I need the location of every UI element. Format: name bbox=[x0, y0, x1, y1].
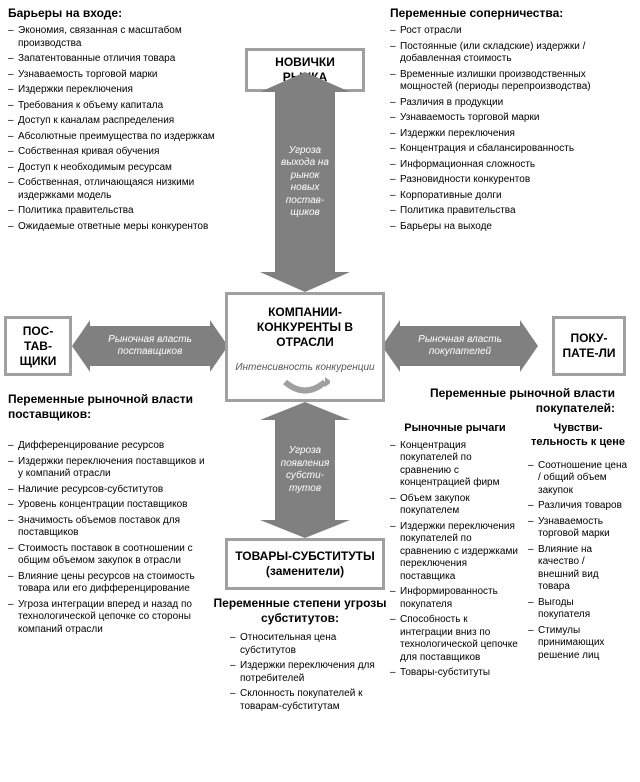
list-item: Объем закупок покупателем bbox=[390, 493, 520, 518]
rivalry-section: Переменные соперничества: Рост отрасли П… bbox=[390, 6, 635, 236]
list-item: Собственная, отличающаяся низкими издерж… bbox=[8, 177, 218, 202]
center-box-title: КОМПАНИИ-КОНКУРЕНТЫ В ОТРАСЛИ bbox=[232, 305, 378, 350]
list-item: Относительная цена субститутов bbox=[230, 632, 390, 657]
list-item: Узнаваемость торговой марки bbox=[528, 516, 628, 541]
substitutes-list: Относительная цена субститутов Издержки … bbox=[230, 632, 390, 713]
supplier-power-section: Переменные рыночной власти поставщиков: … bbox=[8, 392, 208, 639]
list-item: Требования к объему капитала bbox=[8, 100, 218, 113]
list-item: Ожидаемые ответные меры конкурентов bbox=[8, 221, 218, 234]
supplier-power-list: Дифференцирование ресурсов Издержки пере… bbox=[8, 440, 208, 636]
list-item: Временные излишки производственных мощно… bbox=[390, 69, 635, 94]
arrow-top-label: Угроза выхода на рынок новых постав-щико… bbox=[279, 145, 331, 220]
list-item: Узнаваемость торговой марки bbox=[390, 112, 635, 125]
supplier-power-title: Переменные рыночной власти поставщиков: bbox=[8, 392, 208, 422]
list-item: Доступ к необходимым ресурсам bbox=[8, 162, 218, 175]
list-item: Абсолютные преимущества по издержкам bbox=[8, 131, 218, 144]
list-item: Дифференцирование ресурсов bbox=[8, 440, 208, 453]
list-item: Издержки переключения поставщиков и у ко… bbox=[8, 456, 208, 481]
list-item: Политика правительства bbox=[8, 205, 218, 218]
buyer-power-section: Переменные рыночной власти покупателей: … bbox=[390, 386, 635, 683]
list-item: Барьеры на выходе bbox=[390, 221, 635, 234]
list-item: Узнаваемость торговой марки bbox=[8, 69, 218, 82]
list-item: Рост отрасли bbox=[390, 25, 635, 38]
arrow-right: Рыночная власть покупателей bbox=[400, 326, 520, 366]
list-item: Политика правительства bbox=[390, 205, 635, 218]
list-item: Экономия, связанная с масштабом производ… bbox=[8, 25, 218, 50]
list-item: Различия товаров bbox=[528, 500, 628, 513]
arrowhead-icon bbox=[72, 320, 90, 372]
list-item: Концентрация покупателей по сравнению с … bbox=[390, 440, 520, 490]
arrowhead-icon bbox=[260, 520, 350, 538]
arrowhead-icon bbox=[260, 272, 350, 292]
list-item: Влияние на качество / внешний вид товара bbox=[528, 544, 628, 594]
list-item: Издержки переключения bbox=[390, 128, 635, 141]
substitutes-title: Переменные степени угрозы субститутов: bbox=[210, 596, 390, 626]
arrowhead-icon bbox=[260, 72, 350, 92]
list-item: Товары-субституты bbox=[390, 667, 520, 680]
substitutes-section: Переменные степени угрозы субститутов: О… bbox=[210, 596, 390, 716]
right-box-buyers: ПОКУ-ПАТЕ-ЛИ bbox=[552, 316, 626, 376]
curve-arrow-icon bbox=[280, 377, 330, 397]
list-item: Наличие ресурсов-субститутов bbox=[8, 484, 208, 497]
list-item: Корпоративные долги bbox=[390, 190, 635, 203]
barriers-list: Экономия, связанная с масштабом производ… bbox=[8, 25, 218, 233]
center-box-competitors: КОМПАНИИ-КОНКУРЕНТЫ В ОТРАСЛИ Интенсивно… bbox=[225, 292, 385, 402]
barriers-section: Барьеры на входе: Экономия, связанная с … bbox=[8, 6, 218, 236]
list-item: Издержки переключения bbox=[8, 84, 218, 97]
list-item: Способность к интеграции вниз по техноло… bbox=[390, 614, 520, 664]
list-item: Разновидности конкурентов bbox=[390, 174, 635, 187]
arrow-bottom-down: Угроза появления субсти-тутов bbox=[275, 420, 335, 520]
list-item: Различия в продукции bbox=[390, 97, 635, 110]
list-item: Соотношение цена / общий объем закупок bbox=[528, 460, 628, 498]
arrow-top-down: Угроза выхода на рынок новых постав-щико… bbox=[275, 92, 335, 272]
center-box-sub: Интенсивность конкуренции bbox=[232, 362, 378, 375]
left-box-suppliers: ПОС-ТАВ-ЩИКИ bbox=[4, 316, 72, 376]
arrowhead-icon bbox=[260, 402, 350, 420]
list-item: Значимость объемов поставок для поставщи… bbox=[8, 515, 208, 540]
arrow-right-label: Рыночная власть покупателей bbox=[404, 334, 516, 359]
list-item: Доступ к каналам распределения bbox=[8, 115, 218, 128]
arrowhead-icon bbox=[520, 320, 538, 372]
rivalry-list: Рост отрасли Постоянные (или складские) … bbox=[390, 25, 635, 233]
buyer-power-col2: Чувстви-тельность к цене Соотношение цен… bbox=[528, 422, 628, 683]
list-item: Склонность покупателей к товарам-субстит… bbox=[230, 688, 390, 713]
buyer-power-col1-title: Рыночные рычаги bbox=[390, 422, 520, 436]
list-item: Постоянные (или складские) издержки / до… bbox=[390, 41, 635, 66]
buyer-power-col1-list: Концентрация покупателей по сравнению с … bbox=[390, 440, 520, 680]
arrow-bottom-label: Угроза появления субсти-тутов bbox=[279, 445, 331, 495]
list-item: Концентрация и сбалансированность bbox=[390, 143, 635, 156]
buyer-power-col2-title: Чувстви-тельность к цене bbox=[528, 422, 628, 450]
bottom-box-substitutes: ТОВАРЫ-СУБСТИТУТЫ (заменители) bbox=[225, 538, 385, 590]
list-item: Информационная сложность bbox=[390, 159, 635, 172]
barriers-title: Барьеры на входе: bbox=[8, 6, 218, 21]
list-item: Стимулы принимающих решение лиц bbox=[528, 625, 628, 663]
list-item: Стоимость поставок в соотношении с общим… bbox=[8, 543, 208, 568]
rivalry-title: Переменные соперничества: bbox=[390, 6, 635, 21]
list-item: Выгоды покупателя bbox=[528, 597, 628, 622]
list-item: Запатентованные отличия товара bbox=[8, 53, 218, 66]
buyer-power-col1: Рыночные рычаги Концентрация покупателей… bbox=[390, 422, 520, 683]
arrow-left: Рыночная власть поставщиков bbox=[90, 326, 210, 366]
list-item: Издержки переключения покупателей по сра… bbox=[390, 521, 520, 584]
list-item: Влияние цены ресурсов на стоимость товар… bbox=[8, 571, 208, 596]
buyer-power-title: Переменные рыночной власти покупателей: bbox=[390, 386, 635, 416]
list-item: Информированность покупателя bbox=[390, 586, 520, 611]
list-item: Издержки переключения для потребителей bbox=[230, 660, 390, 685]
buyer-power-col2-list: Соотношение цена / общий объем закупок Р… bbox=[528, 460, 628, 663]
list-item: Угроза интеграции вперед и назад по техн… bbox=[8, 599, 208, 637]
list-item: Уровень концентрации поставщиков bbox=[8, 499, 208, 512]
list-item: Собственная кривая обучения bbox=[8, 146, 218, 159]
arrow-left-label: Рыночная власть поставщиков bbox=[94, 334, 206, 359]
